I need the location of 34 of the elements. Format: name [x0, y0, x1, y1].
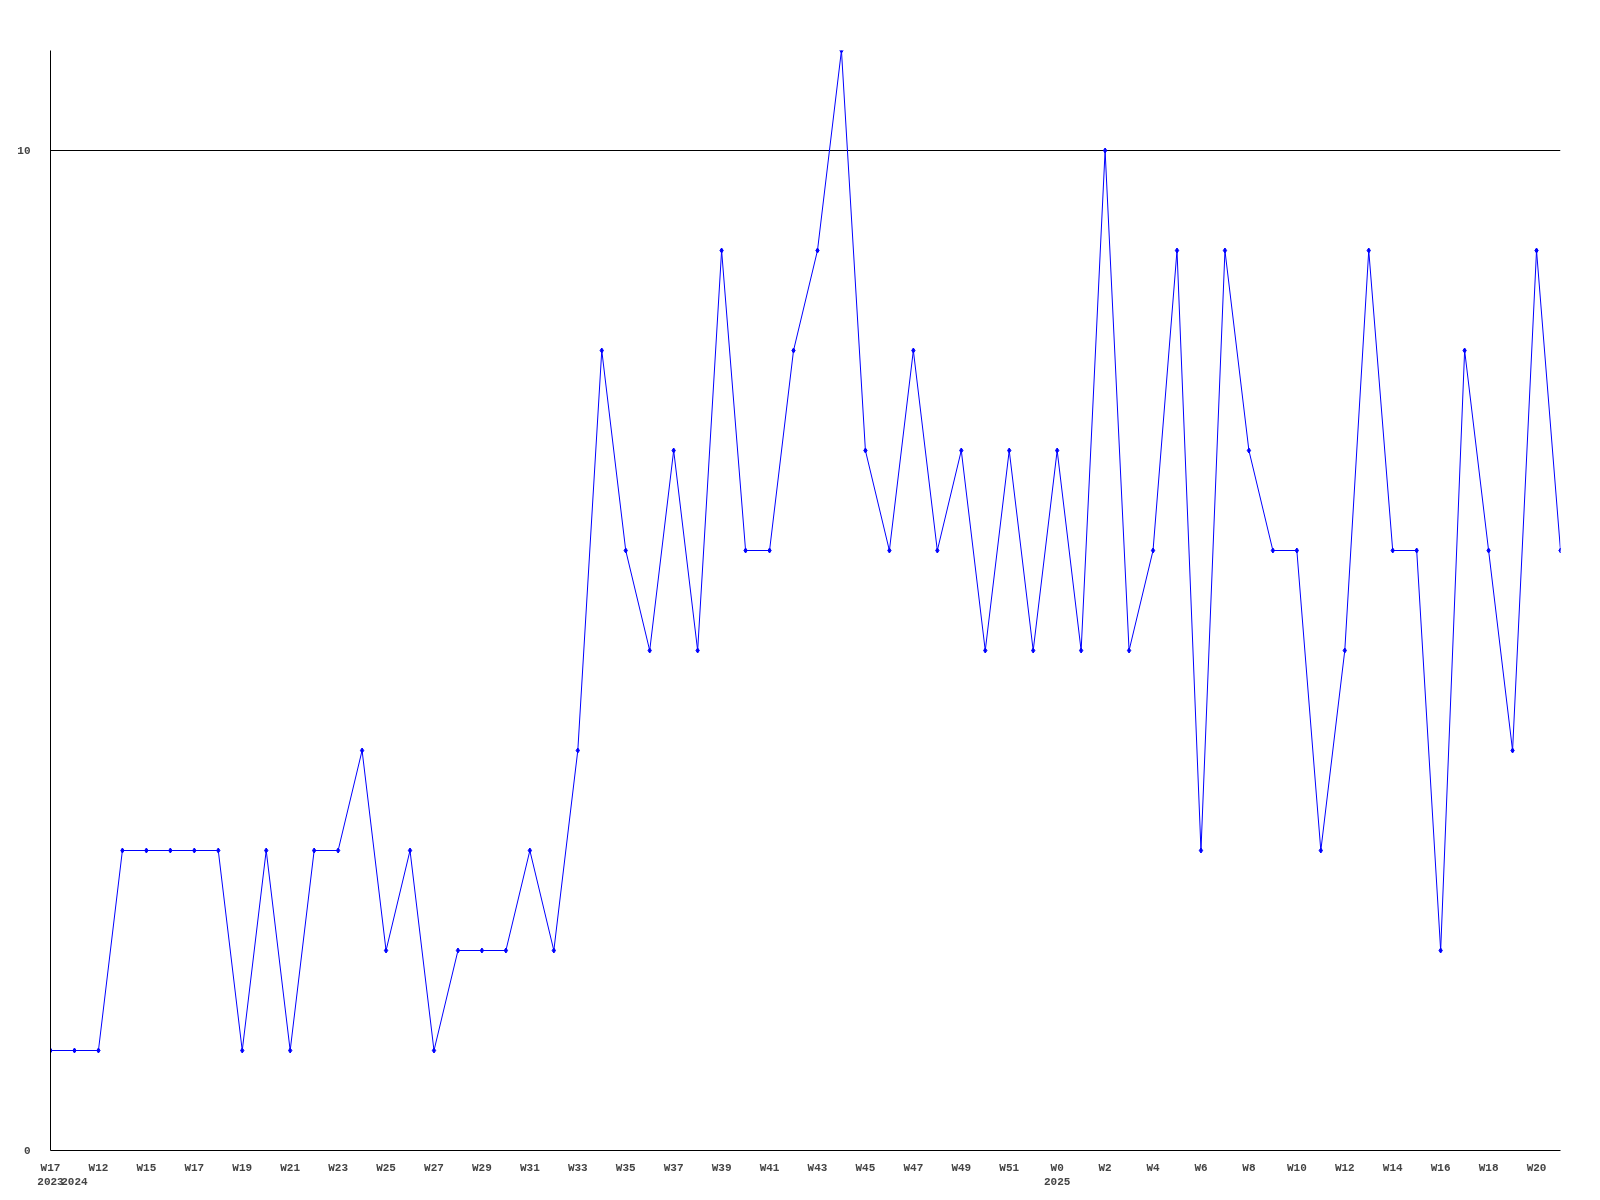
x-tick-label: W41 — [759, 1161, 780, 1174]
x-tick-label: W27 — [424, 1161, 444, 1174]
x-tick-label: W29 — [472, 1161, 492, 1174]
x-tick-label: W23 — [328, 1161, 349, 1174]
x-tick-label: W4 — [1146, 1161, 1161, 1174]
x-tick-label: W49 — [951, 1161, 972, 1174]
x-tick-label: W25 — [376, 1161, 397, 1174]
x-tick-label: W51 — [999, 1161, 1020, 1174]
y-tick-label: 10 — [17, 145, 31, 157]
x-tick-label: W2 — [1098, 1161, 1112, 1174]
x-tick-label: W15 — [136, 1161, 157, 1174]
x-tick-label: W43 — [807, 1161, 828, 1174]
x-tick-label: W12 — [88, 1161, 109, 1174]
x-tick-label: W20 — [1526, 1161, 1547, 1174]
x-tick-label: W0 2025 — [1043, 1161, 1071, 1188]
x-tick-label: W35 — [615, 1161, 637, 1174]
x-tick-label: W14 — [1382, 1161, 1404, 1174]
x-tick-label: W8 — [1242, 1161, 1256, 1174]
x-tick-label: W31 — [519, 1161, 541, 1174]
x-tick-label: W16 — [1430, 1161, 1451, 1174]
x-tick-label: W47 — [903, 1161, 924, 1174]
x-tick-label: W17 — [184, 1161, 205, 1174]
x-tick-label: W12 — [1334, 1161, 1355, 1174]
x-tick-label: W33 — [567, 1161, 589, 1174]
x-tick-label: W19 — [232, 1161, 253, 1174]
x-tick-label: 2024 — [61, 1175, 89, 1188]
x-tick-label: W6 — [1194, 1161, 1208, 1174]
x-tick-label: W45 — [855, 1161, 876, 1174]
x-tick-label: W37 — [663, 1161, 684, 1174]
y-tick-label: 0 — [23, 1145, 31, 1157]
x-tick-label: W10 — [1286, 1161, 1307, 1174]
x-tick-label: W39 — [711, 1161, 732, 1174]
x-tick-label: W21 — [280, 1161, 301, 1174]
x-tick-label: W18 — [1478, 1161, 1499, 1174]
